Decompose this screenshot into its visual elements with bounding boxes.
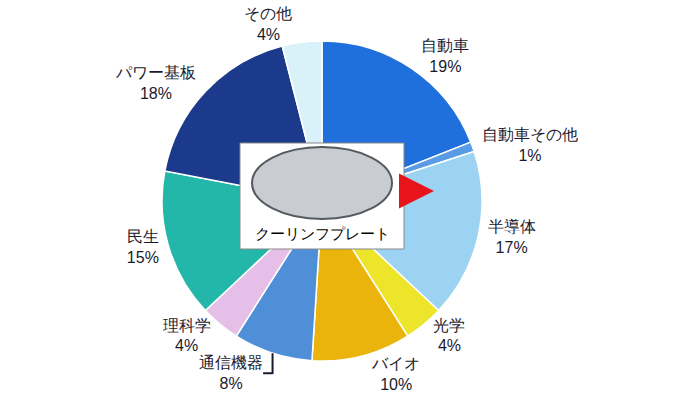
svg-text:その他4%: その他4% — [244, 5, 292, 43]
svg-text:光学4%: 光学4% — [433, 317, 465, 355]
svg-text:理科学4%: 理科学4% — [163, 317, 211, 355]
svg-text:バイオ10%: バイオ10% — [371, 355, 420, 393]
svg-text:民生15%: 民生15% — [127, 228, 159, 266]
svg-text:自動車19%: 自動車19% — [421, 37, 469, 75]
svg-text:クーリンフプレート: クーリンフプレート — [255, 225, 390, 242]
svg-text:通信機器8%: 通信機器8% — [199, 354, 263, 392]
svg-text:自動車その他1%: 自動車その他1% — [482, 126, 578, 164]
svg-text:半導体17%: 半導体17% — [488, 218, 536, 256]
svg-text:パワー基板18%: パワー基板18% — [115, 64, 196, 102]
